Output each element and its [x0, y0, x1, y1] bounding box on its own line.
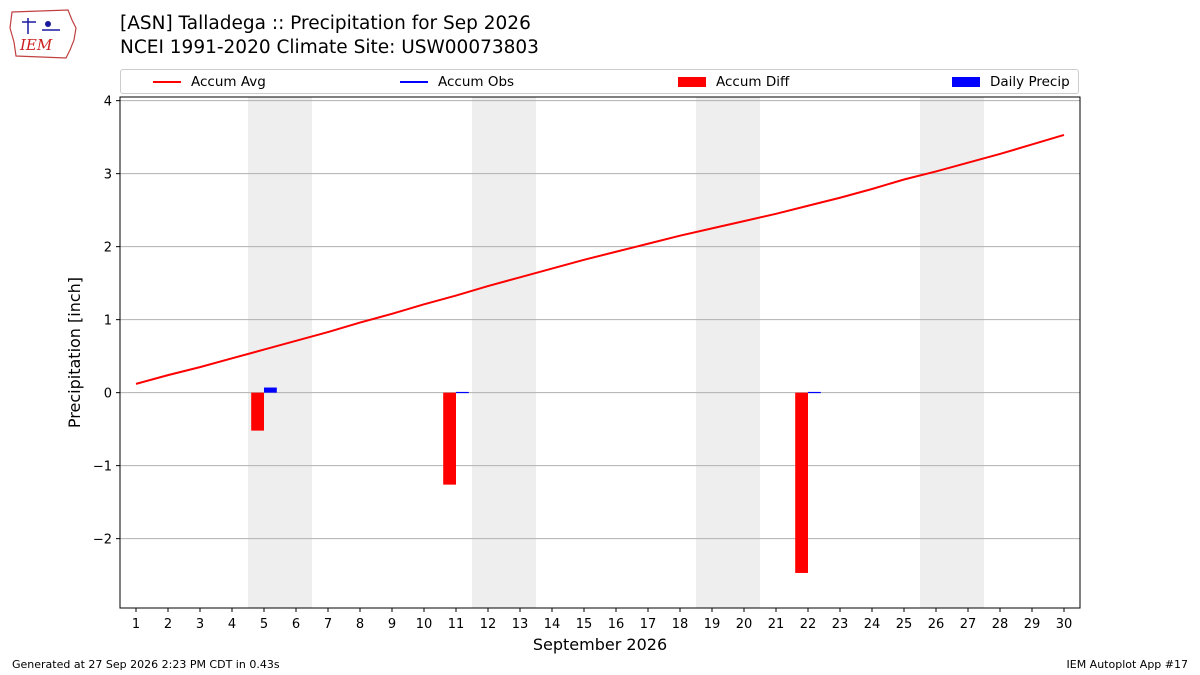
x-tick-label: 10 [416, 617, 433, 632]
legend-swatch [153, 81, 181, 83]
legend-label: Daily Precip [990, 74, 1070, 90]
legend-swatch [952, 77, 980, 87]
x-tick-label: 13 [512, 617, 529, 632]
plot-frame [119, 96, 1081, 609]
accum-avg-line [135, 134, 1065, 385]
x-axis-label: September 2026 [533, 635, 667, 654]
x-tick-label: 11 [448, 617, 465, 632]
y-tick-label: 0 [104, 387, 112, 402]
x-tick-label: 21 [768, 617, 785, 632]
x-tick-label: 14 [544, 617, 561, 632]
legend-item-accum-obs: Accum Obs [400, 73, 514, 91]
accum-diff-bar [443, 392, 456, 485]
weekend-band [248, 97, 312, 608]
weekend-band [472, 97, 536, 608]
x-tick-label: 16 [608, 617, 625, 632]
legend-swatch [400, 81, 428, 83]
legend-label: Accum Avg [191, 74, 266, 90]
y-axis-label: Precipitation [inch] [65, 277, 84, 428]
x-tick-label: 8 [356, 617, 364, 632]
weekend-band [696, 97, 760, 608]
x-tick-label: 15 [576, 617, 593, 632]
svg-text:IEM: IEM [19, 36, 53, 54]
x-tick-label: 24 [864, 617, 881, 632]
legend-label: Accum Obs [438, 74, 515, 90]
x-tick-label: 4 [228, 617, 236, 632]
x-tick-label: 3 [196, 617, 204, 632]
x-tick-label: 30 [1056, 617, 1073, 632]
iem-logo: IEM [9, 9, 77, 59]
legend-label: Accum Diff [716, 74, 790, 90]
x-tick-label: 6 [292, 617, 300, 632]
y-tick-label: 1 [104, 314, 112, 329]
legend-item-accum-diff: Accum Diff [678, 73, 789, 91]
legend-item-accum-avg: Accum Avg [153, 73, 266, 91]
chart-legend: Accum Avg Accum Obs Accum Diff Daily Pre… [120, 69, 1079, 94]
x-tick-label: 5 [260, 617, 268, 632]
x-tick-label: 26 [928, 617, 945, 632]
daily-precip-bar [808, 391, 821, 394]
generated-timestamp: Generated at 27 Sep 2026 2:23 PM CDT in … [12, 658, 280, 671]
x-tick-label: 2 [164, 617, 172, 632]
x-tick-label: 23 [832, 617, 849, 632]
x-tick-label: 1 [132, 617, 140, 632]
daily-precip-bar [456, 391, 469, 394]
legend-swatch [678, 77, 706, 87]
x-tick-label: 12 [480, 617, 497, 632]
x-tick-label: 25 [896, 617, 913, 632]
accum-diff-bar [795, 392, 808, 573]
daily-precip-bar [264, 387, 277, 393]
chart-subtitle: NCEI 1991-2020 Climate Site: USW00073803 [120, 37, 539, 58]
chart-title: [ASN] Talladega :: Precipitation for Sep… [120, 13, 531, 34]
y-tick-label: 4 [104, 95, 112, 110]
x-tick-label: 22 [800, 617, 817, 632]
x-tick-label: 19 [704, 617, 721, 632]
y-tick-label: 2 [104, 241, 112, 256]
x-tick-label: 17 [640, 617, 657, 632]
accum-diff-bar [251, 392, 264, 431]
x-tick-label: 18 [672, 617, 689, 632]
weekend-band [920, 97, 984, 608]
y-tick-label: −1 [93, 460, 112, 475]
y-tick-label: −2 [93, 533, 112, 548]
x-tick-label: 28 [992, 617, 1009, 632]
x-tick-label: 9 [388, 617, 396, 632]
x-tick-label: 20 [736, 617, 753, 632]
app-label: IEM Autoplot App #17 [1066, 658, 1189, 671]
x-tick-label: 7 [324, 617, 332, 632]
legend-item-daily-precip: Daily Precip [952, 73, 1070, 91]
x-tick-label: 29 [1024, 617, 1041, 632]
x-tick-label: 27 [960, 617, 977, 632]
y-tick-label: 3 [104, 168, 112, 183]
